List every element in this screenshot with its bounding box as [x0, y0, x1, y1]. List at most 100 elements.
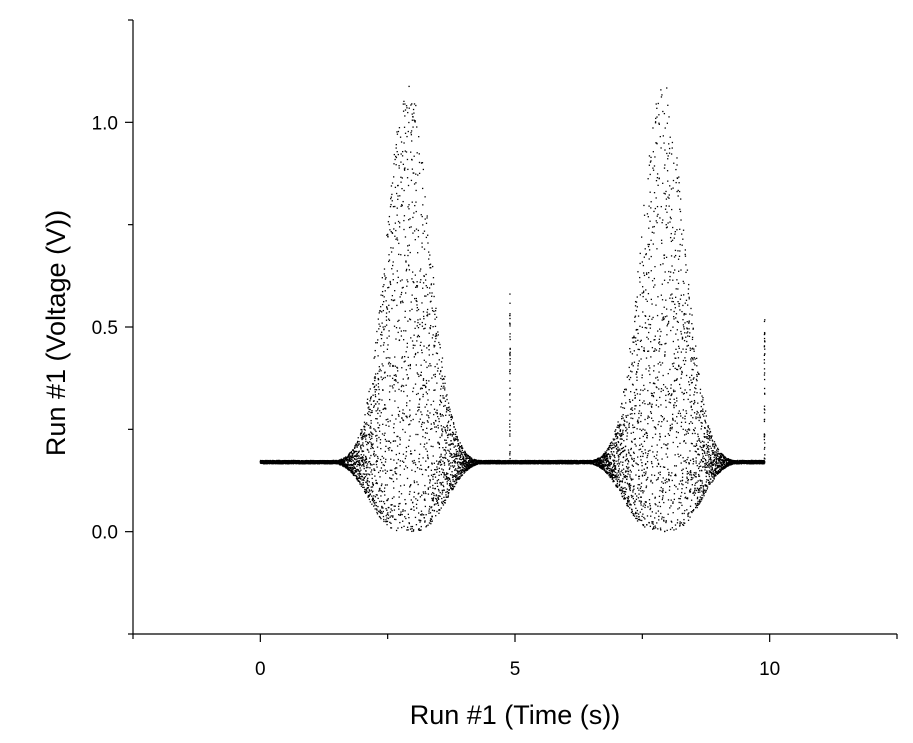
data-point: [458, 447, 460, 450]
data-point: [375, 508, 378, 510]
data-point: [421, 162, 423, 164]
data-point: [445, 442, 447, 444]
data-point: [384, 469, 386, 471]
data-point: [354, 463, 357, 465]
data-point: [371, 435, 373, 437]
data-point: [429, 520, 432, 522]
data-point: [365, 488, 367, 491]
data-point: [370, 411, 372, 414]
data-point: [380, 512, 382, 515]
data-point: [409, 400, 411, 402]
data-point: [355, 460, 358, 463]
data-point: [401, 357, 403, 359]
data-point: [406, 158, 409, 161]
data-point: [348, 458, 351, 461]
data-point: [459, 458, 461, 460]
data-point: [412, 530, 415, 532]
data-point: [346, 460, 348, 462]
data-point: [437, 441, 439, 443]
data-point: [414, 383, 417, 385]
data-point: [401, 279, 403, 281]
data-point: [437, 497, 439, 499]
data-point: [442, 426, 445, 428]
data-point: [424, 279, 427, 281]
data-point: [431, 309, 434, 312]
data-point: [395, 238, 397, 240]
data-point: [449, 434, 451, 436]
data-point: [404, 167, 406, 169]
data-point: [415, 507, 418, 509]
data-point: [347, 466, 349, 468]
data-point: [395, 338, 397, 340]
data-point: [456, 438, 458, 441]
data-point: [456, 453, 458, 455]
data-point: [389, 229, 391, 231]
data-point: [456, 462, 459, 464]
data-point: [395, 143, 397, 146]
data-point: [368, 481, 371, 483]
data-point: [447, 436, 449, 439]
data-point: [350, 455, 352, 457]
data-point: [402, 200, 404, 203]
data-point: [408, 424, 410, 426]
data-point: [439, 395, 442, 397]
data-point: [366, 473, 368, 475]
data-point: [422, 393, 424, 396]
data-point: [400, 513, 402, 515]
data-point: [437, 504, 440, 506]
data-point: [366, 490, 368, 492]
data-point: [455, 457, 457, 460]
data-point: [428, 512, 430, 514]
data-point: [421, 242, 423, 244]
data-point: [456, 469, 458, 472]
data-point: [395, 192, 398, 195]
data-point: [403, 169, 406, 171]
data-point: [426, 315, 429, 317]
data-point: [390, 196, 393, 198]
data-point: [426, 403, 428, 406]
data-point: [457, 461, 459, 463]
data-point: [444, 439, 446, 441]
data-point: [400, 493, 403, 495]
data-point: [442, 504, 445, 506]
data-point: [381, 277, 383, 279]
data-point: [378, 323, 380, 325]
data-point: [358, 460, 361, 462]
data-point: [350, 456, 352, 458]
data-point: [409, 490, 411, 493]
data-point: [453, 439, 455, 441]
data-point: [467, 468, 469, 471]
data-point: [428, 258, 430, 260]
data-point: [424, 218, 426, 220]
data-point: [413, 356, 415, 358]
data-point: [442, 500, 444, 503]
data-point: [388, 319, 391, 321]
data-point: [413, 119, 415, 121]
data-point: [405, 292, 407, 294]
data-point: [443, 489, 445, 491]
data-point: [382, 423, 384, 425]
data-point: [395, 327, 398, 329]
data-point: [439, 399, 441, 401]
data-point: [424, 437, 426, 439]
data-point: [447, 477, 449, 479]
data-point: [361, 461, 364, 463]
data-point: [405, 455, 407, 457]
data-point: [405, 330, 407, 332]
data-point: [426, 414, 428, 416]
data-point: [399, 514, 402, 516]
data-point: [431, 499, 434, 502]
data-point: [394, 235, 396, 237]
data-point: [365, 438, 367, 440]
data-point: [420, 387, 422, 389]
data-point: [435, 515, 437, 517]
data-point: [463, 467, 465, 470]
data-point: [374, 395, 377, 398]
data-point: [369, 467, 371, 469]
data-point: [397, 370, 399, 372]
data-point: [409, 251, 411, 254]
data-point: [384, 484, 387, 486]
data-point: [406, 467, 409, 469]
data-point: [414, 120, 416, 122]
data-point: [355, 450, 357, 453]
